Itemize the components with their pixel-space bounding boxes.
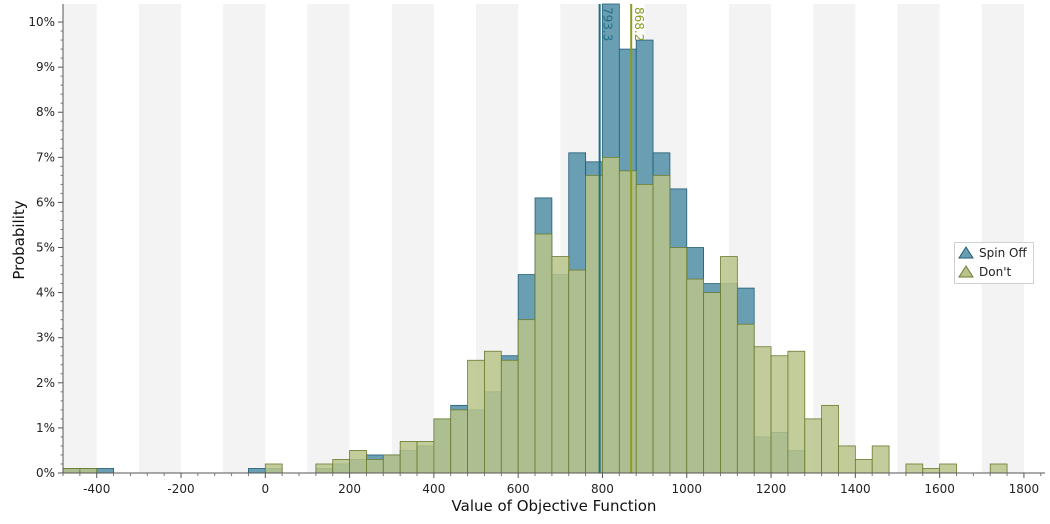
dont-bar	[720, 256, 738, 474]
background-band	[63, 4, 97, 473]
triangle-icon	[958, 246, 974, 259]
dont-bar	[517, 319, 536, 474]
background-band	[138, 4, 182, 473]
dont-bar	[854, 459, 873, 474]
x-tick-labels: -400 -200 0 200 400 600 800 1000 1200 1400 1600 180…	[83, 482, 1039, 496]
dont-bar	[315, 463, 334, 474]
dont-bar	[838, 445, 856, 474]
x-tick-label: 200	[338, 482, 361, 496]
background-band	[813, 4, 856, 473]
dont-bar	[264, 463, 283, 474]
dont-bar	[686, 278, 705, 474]
dont-bar	[416, 441, 435, 474]
dont-bar	[500, 359, 519, 474]
background-band	[391, 4, 434, 473]
y-tick-label: 10%	[28, 15, 55, 29]
y-tick-label: 5%	[36, 241, 55, 255]
spin-off-bar	[96, 468, 114, 474]
dont-bar	[399, 441, 418, 474]
legend: Spin Off Don't	[954, 242, 1034, 284]
dont-bar	[703, 292, 721, 474]
legend-item-spin-off: Spin Off	[955, 243, 1033, 262]
dont-bar	[467, 359, 485, 474]
dont-bar	[871, 445, 890, 474]
y-tick-label: 4%	[36, 286, 55, 300]
x-tick-label: 1200	[756, 482, 787, 496]
y-tick-label: 0%	[36, 466, 55, 480]
axes	[58, 4, 1045, 478]
dont-bar	[534, 233, 553, 474]
x-tick-label: 600	[507, 482, 530, 496]
dont-bar	[62, 468, 81, 474]
background-band	[981, 4, 1024, 473]
x-tick-label: -400	[83, 482, 110, 496]
dont-bar	[618, 170, 637, 474]
x-tick-label: 1800	[1009, 482, 1040, 496]
y-tick-label: 7%	[36, 150, 55, 164]
x-tick-label: 1000	[671, 482, 702, 496]
mean-line-label: 793.3	[601, 7, 615, 41]
legend-label-dont: Don't	[979, 264, 1012, 279]
x-tick-label: 1600	[924, 482, 955, 496]
legend-item-dont: Don't	[955, 262, 1033, 281]
dont-bar	[905, 463, 924, 474]
triangle-icon	[958, 265, 974, 278]
background-band	[307, 4, 350, 473]
dont-bar	[382, 454, 401, 474]
y-tick-label: 8%	[36, 105, 55, 119]
dont-bar	[602, 156, 620, 474]
x-tick-label: 0	[261, 482, 269, 496]
background-band	[897, 4, 940, 473]
x-tick-label: 1400	[840, 482, 871, 496]
dont-bar	[366, 459, 384, 474]
dont-bar	[669, 247, 688, 474]
mean-line-label: 868.2	[632, 7, 646, 41]
dont-bar	[939, 463, 957, 474]
dont-bar	[989, 463, 1008, 474]
x-tick-label: 800	[591, 482, 614, 496]
background-band	[223, 4, 266, 473]
x-axis-title: Value of Objective Function	[452, 497, 657, 515]
dont-bar	[922, 468, 941, 474]
dont-bar	[652, 174, 671, 474]
x-tick-label: -200	[167, 482, 194, 496]
dont-bar	[79, 468, 98, 474]
dont-bar	[450, 409, 469, 474]
dont-bar	[349, 450, 367, 474]
dont-bar	[568, 269, 587, 474]
dont-bar	[433, 418, 452, 474]
dont-bar	[332, 459, 350, 474]
dont-bar	[736, 323, 755, 474]
dont-bar	[821, 404, 839, 474]
dont-bar	[804, 418, 823, 474]
legend-label-spin-off: Spin Off	[979, 245, 1027, 260]
reference-lines: 793.3 868.2	[598, 4, 646, 473]
spin-off-bar	[248, 468, 266, 474]
dont-bars	[62, 156, 1008, 474]
dont-bar	[770, 355, 789, 474]
dont-bar	[635, 183, 654, 474]
y-tick-label: 1%	[36, 421, 55, 435]
y-tick-label: 3%	[36, 331, 55, 345]
x-tick-label: 400	[422, 482, 445, 496]
dont-bar	[484, 350, 502, 474]
y-axis-title: Probability	[10, 200, 28, 279]
y-tick-label: 6%	[36, 195, 55, 209]
dont-bar	[753, 346, 772, 474]
y-tick-labels: 0% 1% 2% 3% 4% 5% 6% 7% 8% 9% 10%	[28, 15, 55, 480]
dont-bar	[787, 350, 806, 474]
y-tick-label: 9%	[36, 60, 55, 74]
dont-bar	[551, 256, 570, 474]
y-tick-label: 2%	[36, 376, 55, 390]
